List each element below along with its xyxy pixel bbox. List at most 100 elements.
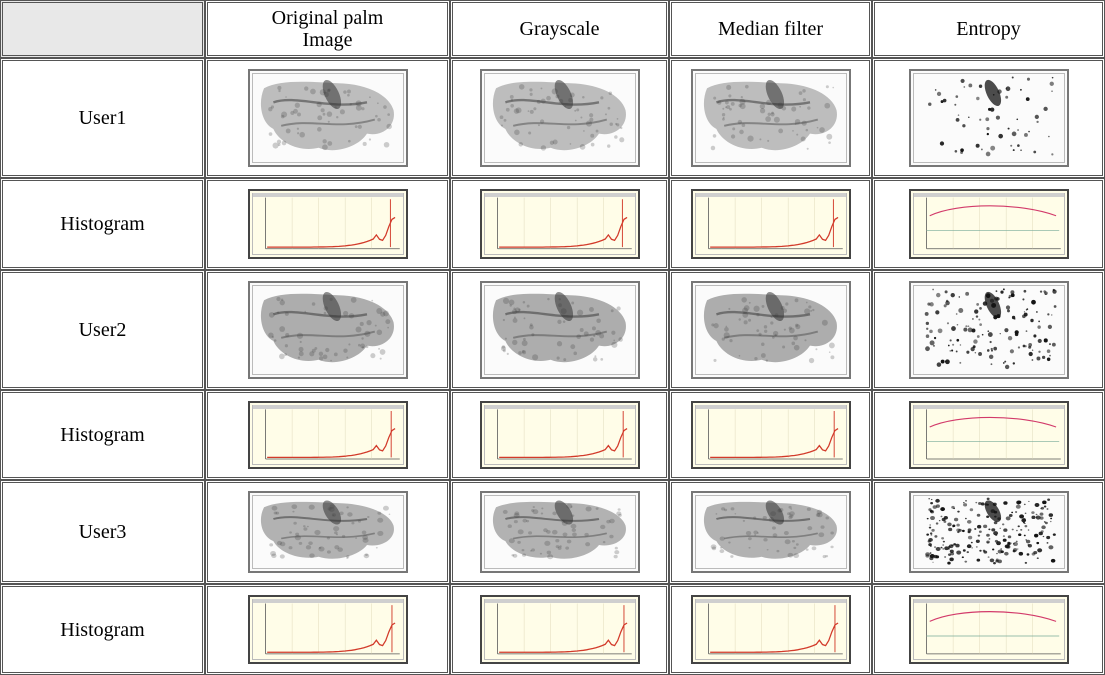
palm-texture [304, 86, 309, 91]
entropy-speck [991, 528, 996, 532]
palm-texture [719, 549, 725, 554]
palm-texture [572, 532, 577, 537]
entropy-plot [909, 595, 1069, 664]
entropy-speck [940, 546, 943, 549]
entropy-speck [1028, 500, 1030, 503]
palm-texture [552, 511, 557, 516]
entropy-speck [986, 541, 990, 544]
palm-texture [562, 320, 566, 323]
palm-texture [277, 143, 281, 147]
palm-texture [613, 554, 618, 559]
palm-texture [742, 311, 749, 318]
palm-texture [756, 532, 759, 534]
palm-image [480, 281, 640, 379]
entropy-speck [1005, 95, 1009, 99]
palm-texture [522, 301, 526, 304]
entropy-speck [977, 534, 981, 537]
entropy-speck [995, 115, 1000, 120]
palm-crease [716, 310, 811, 318]
palm-texture [508, 538, 515, 544]
palm-texture [791, 341, 796, 346]
palm-texture [741, 297, 747, 303]
palm-crease [512, 118, 608, 127]
entropy-speck [1051, 342, 1056, 347]
palm-texture [557, 546, 562, 550]
palm-texture [311, 302, 316, 306]
palm-texture [339, 109, 345, 115]
palm-texture [339, 511, 344, 516]
palm-texture [377, 517, 384, 523]
entropy-speck [941, 517, 946, 522]
palm-texture [514, 129, 520, 136]
palm-texture [590, 133, 595, 138]
histogram-plot [480, 595, 640, 664]
palm-texture [387, 326, 389, 329]
entropy-speck [942, 548, 945, 550]
palm-texture [295, 532, 300, 536]
thumbnail-graphic [492, 79, 626, 151]
entropy-speck [1002, 362, 1005, 364]
palm-texture [309, 553, 315, 558]
palm-texture [738, 103, 742, 108]
entropy-speck [951, 326, 956, 331]
palm-texture [377, 102, 379, 105]
palm-texture [530, 550, 533, 552]
palm-texture [600, 96, 604, 100]
palm-texture [502, 297, 510, 304]
entropy-speck [1012, 548, 1018, 552]
palm-silhouette [703, 81, 837, 151]
entropy-speck [1037, 338, 1042, 344]
entropy-speck [1028, 345, 1032, 349]
palm-texture [562, 532, 568, 537]
entropy-speck [1014, 330, 1019, 335]
palm-image [691, 491, 851, 573]
palm-texture [334, 106, 337, 109]
palm-mark [554, 500, 574, 525]
column-header-text: Grayscale [519, 18, 600, 40]
entropy-speck [1013, 317, 1016, 320]
palm-texture [798, 91, 803, 95]
palm-texture [386, 123, 392, 130]
palm-texture [314, 347, 318, 350]
entropy-speck [1000, 550, 1004, 554]
entropy-speck [986, 132, 989, 136]
palm-texture [303, 525, 306, 528]
palm-texture [506, 352, 509, 355]
palm-texture [510, 98, 514, 101]
palm-texture [725, 325, 728, 328]
palm-texture [737, 119, 743, 125]
palm-texture [558, 298, 561, 301]
entropy-speck [929, 340, 935, 346]
palm-texture [569, 92, 575, 98]
palm-texture [724, 327, 729, 332]
palm-texture [729, 338, 733, 343]
entropy-speck [1023, 503, 1026, 506]
palm-silhouette [260, 293, 394, 363]
palm-silhouette [260, 81, 394, 151]
palm-texture [270, 551, 277, 556]
palm-texture [285, 96, 287, 98]
palm-texture [347, 512, 353, 517]
palm-texture [710, 544, 717, 550]
entropy-speck [1047, 324, 1053, 329]
entropy-speck [990, 107, 995, 112]
palm-texture [713, 96, 717, 100]
palm-texture [501, 345, 506, 349]
row-label-cell: User3 [0, 480, 205, 584]
entropy-speck [1047, 313, 1050, 316]
palm-texture [500, 124, 503, 127]
palm-texture [279, 353, 285, 360]
entropy-speck [990, 145, 996, 151]
palm-texture [510, 103, 514, 108]
palm-texture [522, 553, 526, 557]
entropy-speck [968, 83, 973, 88]
palm-texture [335, 533, 339, 536]
entropy-speck [1007, 535, 1012, 539]
entropy-speck [1019, 514, 1025, 519]
entropy-speck [974, 309, 979, 314]
palm-texture [585, 506, 592, 512]
entropy-speck [1049, 520, 1052, 523]
palm-texture [380, 311, 386, 317]
column-header-text: Entropy [956, 18, 1021, 40]
entropy-speck [1031, 349, 1034, 351]
